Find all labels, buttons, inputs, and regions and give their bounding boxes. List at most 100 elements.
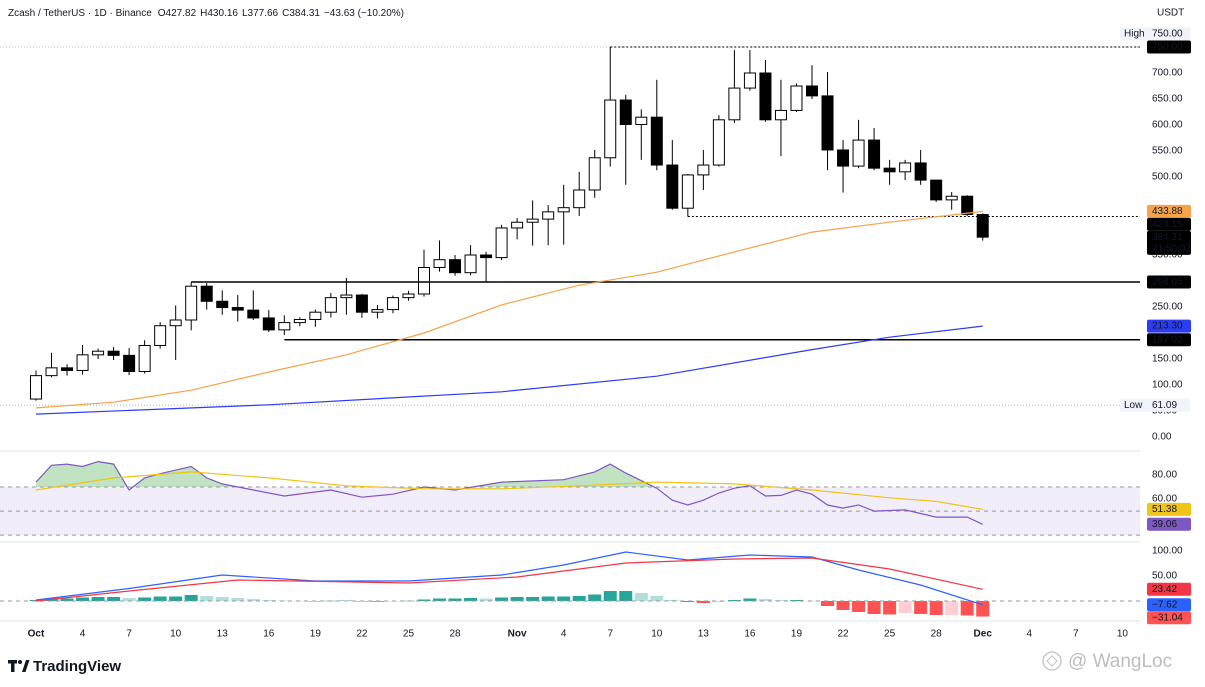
marker-value: 61.09 [1152, 400, 1177, 411]
candle-body [495, 227, 508, 259]
candle-body [619, 99, 632, 125]
histogram-bar [510, 597, 524, 601]
price-badge [1147, 217, 1191, 231]
x-tick-label: Nov [508, 629, 527, 640]
candle-body [681, 174, 694, 209]
price-badge-text: 23.42 [1152, 584, 1177, 595]
histogram-bar [789, 600, 803, 601]
histogram-bar [898, 601, 912, 613]
candle-body [728, 87, 741, 121]
candle-body [309, 311, 322, 320]
price-badge [1147, 40, 1191, 54]
candle-body [806, 85, 818, 97]
candle-body [945, 195, 958, 201]
y-tick-label: 650.00 [1152, 94, 1183, 105]
x-tick-label: 4 [561, 629, 567, 640]
histogram-bar [138, 597, 152, 601]
symbol: Zcash / TetherUS · 1D · Binance [8, 8, 152, 19]
candle-body [123, 354, 136, 372]
x-tick-label: 16 [263, 629, 275, 640]
brand-logo [8, 660, 30, 672]
x-tick-label: 28 [449, 629, 461, 640]
x-tick-label: 7 [607, 629, 613, 640]
brand-name: TradingView [33, 658, 121, 675]
indicator-line [35, 460, 983, 525]
x-tick-label: 25 [884, 629, 896, 640]
price-badges: High 750.00 Low 61.09 750.00 433.88 424.15 384.… [1120, 27, 1191, 625]
candle-body [418, 266, 430, 295]
price-badge-text: 213.30 [1152, 321, 1183, 332]
ohlc-value: 430.16 [207, 8, 238, 19]
candle-body [262, 317, 275, 331]
candle-body [557, 207, 570, 213]
candle-body [45, 367, 58, 377]
indicator-line [35, 325, 983, 415]
y-tick-label: 250.00 [1152, 302, 1183, 313]
watermark-icon [1042, 651, 1062, 671]
ohlc-label: C [282, 8, 289, 19]
histogram-bar [696, 601, 710, 603]
x-tick-label: 16 [744, 629, 756, 640]
histogram-bar [712, 601, 726, 602]
histogram-bar [774, 600, 788, 601]
histogram-bar [883, 601, 897, 615]
histogram-bar [45, 599, 59, 601]
symbol-header: Zcash / TetherUS · 1D · Binance O427.82 H4… [8, 8, 404, 19]
ohlc-value: 377.66 [248, 8, 279, 19]
candle-body [542, 211, 555, 220]
x-tick-label: 28 [931, 629, 943, 640]
axes: Oct 4 7 10 13 16 19 22 25 28 Nov 4 7 10 13 16 19 22 25 28 De… [28, 68, 1183, 640]
price-badge-text: 750.00 [1152, 42, 1183, 53]
y-tick-label: 150.00 [1152, 354, 1183, 365]
candle-body [852, 139, 865, 167]
histogram-bar [153, 596, 167, 601]
candle-body [837, 149, 850, 167]
ohlc-value: 384.31 [289, 8, 320, 19]
histogram-bar [76, 597, 90, 601]
marker-badge [1120, 27, 1190, 41]
histogram-bar [743, 598, 757, 601]
histogram-bar [91, 597, 105, 601]
candle-body [511, 221, 524, 229]
candle-body [92, 350, 105, 356]
y-tick-label: 100.00 [1152, 380, 1183, 391]
candle-body [355, 294, 368, 313]
watermark-shape [1046, 655, 1058, 667]
histogram-bar [479, 598, 493, 601]
marker-value: 750.00 [1152, 29, 1183, 40]
candle-body [247, 309, 260, 319]
currency-label: USDT [1157, 8, 1184, 19]
marker-label: High [1124, 29, 1145, 40]
candle-body [976, 214, 989, 238]
histogram-bar [262, 600, 276, 601]
price-badge-text: −7.62 [1152, 599, 1178, 610]
histogram-bar [929, 601, 943, 615]
candle-body [433, 259, 446, 268]
x-tick-label: 22 [356, 629, 368, 640]
watermark: @ WangLoc [1068, 651, 1172, 672]
y-tick-label: 50.00 [1152, 571, 1177, 582]
y-tick-label: 100.00 [1152, 546, 1183, 557]
price-badge [1147, 611, 1191, 625]
x-tick-label: 13 [217, 629, 229, 640]
x-tick-label: 10 [170, 629, 182, 640]
histogram-bar [215, 597, 229, 601]
indicator-line [35, 557, 983, 602]
candle-body [868, 139, 881, 169]
price-badge [1147, 582, 1191, 596]
candle-body [635, 116, 648, 125]
candle-body [200, 285, 213, 302]
indicator-line [35, 551, 983, 606]
y-tick-label: 80.00 [1152, 470, 1177, 481]
candle-body [774, 109, 787, 121]
histogram-bar [60, 598, 74, 601]
candle-body [480, 254, 493, 259]
candle-body [185, 285, 198, 321]
histogram-bar [836, 601, 850, 610]
price-badge [1147, 230, 1191, 255]
indicator-line [35, 210, 983, 409]
histogram-bar [557, 596, 571, 601]
